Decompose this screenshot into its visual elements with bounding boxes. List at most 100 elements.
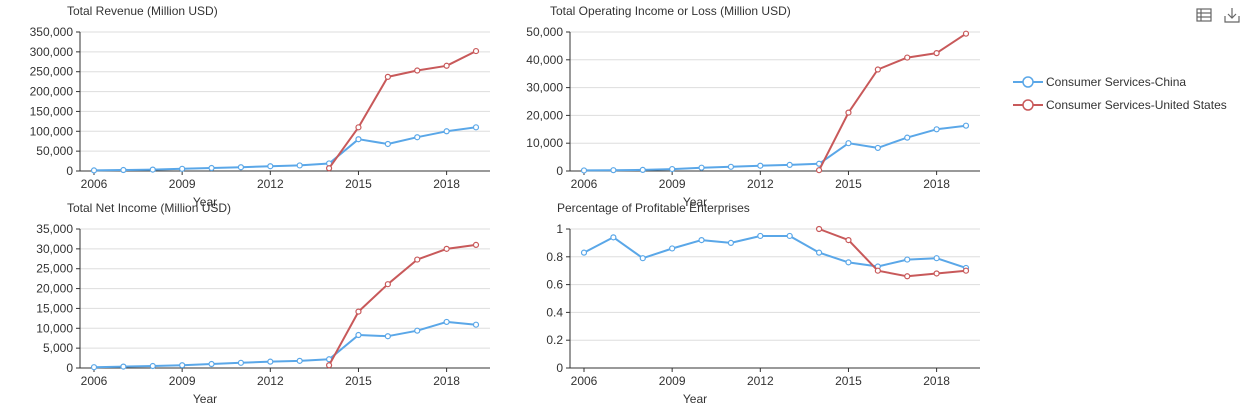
data-point [237, 359, 245, 366]
y-tick-label: 0.2 [546, 333, 563, 347]
data-point [904, 54, 911, 61]
x-tick-label: 2018 [923, 374, 950, 388]
data-point [580, 249, 588, 256]
chart-2: Total Operating Income or Loss (Million … [526, 4, 980, 209]
data-point [698, 164, 705, 171]
data-point [933, 50, 940, 57]
y-tick-label: 15,000 [36, 301, 73, 315]
table-icon[interactable] [1195, 6, 1213, 24]
data-point [472, 47, 480, 55]
data-point [669, 245, 676, 252]
data-point [727, 163, 735, 170]
x-tick-label: 2015 [835, 177, 862, 191]
data-point [384, 140, 391, 148]
data-point [815, 249, 823, 256]
data-point [639, 166, 646, 173]
y-tick-label: 20,000 [36, 282, 73, 296]
y-tick-label: 25,000 [36, 262, 73, 276]
data-point [786, 161, 793, 168]
y-tick-label: 0 [66, 164, 73, 178]
data-point [845, 259, 852, 266]
x-tick-label: 2006 [571, 374, 598, 388]
data-point [815, 167, 823, 174]
x-tick-label: 2006 [81, 374, 108, 388]
data-point [120, 363, 127, 370]
data-point [815, 225, 823, 233]
data-point [757, 232, 764, 240]
data-point [267, 163, 274, 170]
data-point [414, 134, 421, 141]
y-tick-label: 30,000 [526, 81, 563, 95]
data-point [933, 126, 940, 133]
data-point [698, 237, 705, 244]
x-tick-label: 2012 [257, 177, 284, 191]
data-point [90, 167, 98, 174]
y-tick-label: 200,000 [30, 85, 74, 99]
data-point [610, 234, 617, 241]
chart-1: Total Revenue (Million USD) 0 50,000 100,00… [30, 4, 490, 209]
x-tick-label: 2009 [659, 374, 686, 388]
data-point [149, 362, 156, 370]
data-point [962, 30, 970, 37]
y-tick-label: 0 [556, 164, 563, 178]
legend-item-china[interactable]: Consumer Services-China [1013, 70, 1227, 93]
y-tick-label: 50,000 [36, 144, 73, 158]
legend-item-us[interactable]: Consumer Services-United States [1013, 93, 1227, 116]
data-point [325, 165, 333, 172]
y-tick-label: 0 [556, 361, 563, 375]
data-point [179, 362, 186, 369]
data-point [443, 318, 450, 326]
y-tick-label: 0.6 [546, 278, 563, 292]
data-point [296, 357, 303, 364]
y-tick-label: 30,000 [36, 242, 73, 256]
series-line-china [93, 320, 477, 369]
y-tick-label: 0.4 [546, 305, 563, 319]
x-tick-label: 2012 [747, 374, 774, 388]
data-point [962, 267, 970, 274]
data-point [443, 245, 450, 252]
chart-title: Total Operating Income or Loss (Million … [550, 4, 791, 18]
x-axis-label: Year [683, 195, 707, 209]
data-point [384, 73, 391, 80]
x-tick-label: 2018 [433, 374, 460, 388]
data-point [472, 321, 480, 328]
data-point [355, 124, 362, 131]
chart-title: Total Revenue (Million USD) [67, 4, 218, 18]
series-line-china [583, 124, 967, 172]
data-point [384, 281, 391, 288]
data-point [208, 164, 215, 172]
data-point [414, 327, 421, 334]
x-tick-label: 2006 [81, 177, 108, 191]
data-point [669, 165, 676, 173]
y-tick-label: 10,000 [526, 136, 563, 150]
data-point [355, 308, 362, 315]
x-axis-label: Year [193, 392, 217, 406]
series-line-us [328, 243, 477, 366]
chart-4: Percentage of Profitable Enterprises 0 0.2… [546, 201, 980, 406]
data-point [786, 232, 793, 240]
data-point [933, 270, 940, 277]
y-tick-label: 350,000 [30, 25, 74, 39]
data-point [149, 166, 156, 173]
data-point [325, 362, 333, 369]
series-line-china [583, 235, 967, 269]
data-point [904, 134, 911, 141]
series-line-us [818, 228, 967, 278]
y-tick-label: 0.8 [546, 250, 563, 264]
x-axis-label: Year [193, 195, 217, 209]
x-tick-label: 2006 [571, 177, 598, 191]
x-tick-label: 2009 [169, 177, 196, 191]
y-tick-label: 50,000 [526, 25, 563, 39]
data-point [962, 122, 970, 129]
data-point [355, 331, 362, 339]
data-point [639, 255, 646, 262]
x-tick-label: 2012 [747, 177, 774, 191]
y-tick-label: 10,000 [36, 321, 73, 335]
data-point [384, 333, 391, 340]
x-tick-label: 2018 [923, 177, 950, 191]
chart-title: Total Net Income (Million USD) [67, 201, 231, 215]
data-point [874, 144, 881, 152]
data-point [845, 109, 852, 116]
data-point [443, 62, 450, 69]
download-icon[interactable] [1223, 6, 1241, 24]
